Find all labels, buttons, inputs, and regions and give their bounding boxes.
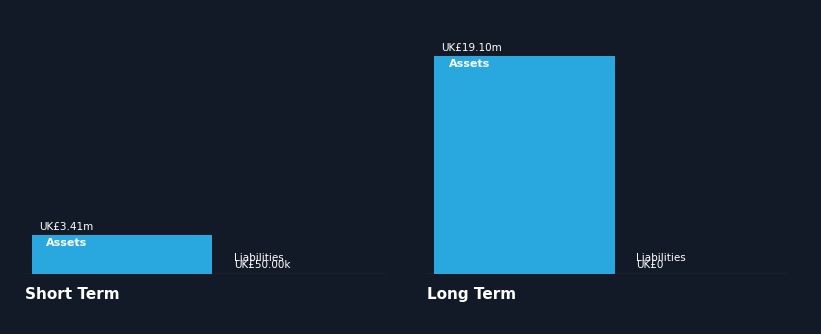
Text: UK£50.00k: UK£50.00k <box>234 260 291 270</box>
Text: Assets: Assets <box>448 59 490 69</box>
Text: UK£3.41m: UK£3.41m <box>39 222 94 232</box>
Text: Liabilities: Liabilities <box>234 253 284 263</box>
Text: Long Term: Long Term <box>427 287 516 302</box>
Text: Assets: Assets <box>46 238 88 248</box>
Bar <box>434 56 615 274</box>
Bar <box>32 235 213 274</box>
Text: UK£0: UK£0 <box>636 260 664 270</box>
Text: UK£19.10m: UK£19.10m <box>442 43 502 53</box>
Text: Short Term: Short Term <box>25 287 119 302</box>
Text: Liabilities: Liabilities <box>636 253 686 263</box>
